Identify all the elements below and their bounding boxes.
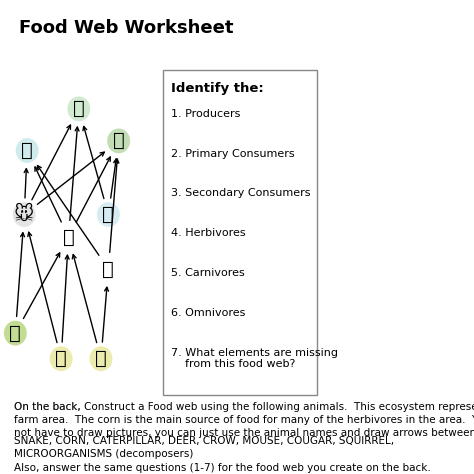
Text: 7. What elements are missing
    from this food web?: 7. What elements are missing from this f… [171, 348, 338, 369]
Text: Also, answer the same questions (1-7) for the food web you create on the back.: Also, answer the same questions (1-7) fo… [14, 463, 431, 473]
Text: 5. Carnivores: 5. Carnivores [171, 268, 245, 278]
Text: On the back, Construct a Food web using the following animals.  This ecosystem r: On the back, Construct a Food web using … [14, 402, 474, 438]
Text: 🍒: 🍒 [95, 349, 107, 368]
Text: 4. Herbivores: 4. Herbivores [171, 228, 246, 238]
Text: Identify the:: Identify the: [171, 82, 264, 95]
Ellipse shape [16, 138, 39, 163]
Text: 3. Secondary Consumers: 3. Secondary Consumers [171, 189, 311, 199]
Ellipse shape [107, 128, 130, 153]
Text: 🌾: 🌾 [55, 349, 67, 368]
Ellipse shape [50, 346, 73, 371]
Text: 🐿: 🐿 [102, 260, 114, 279]
Text: 1. Producers: 1. Producers [171, 109, 241, 119]
Text: On the back,  Construct a Food web  using the following animals.  This ecosystem: On the back,  Construct a Food web  usin… [14, 402, 474, 435]
Ellipse shape [4, 321, 27, 346]
Text: 🐭: 🐭 [14, 205, 35, 224]
Text: 🐍: 🐍 [113, 131, 125, 150]
Ellipse shape [13, 202, 36, 227]
Text: 🦊: 🦊 [21, 141, 33, 160]
Text: 2. Primary Consumers: 2. Primary Consumers [171, 149, 295, 159]
Ellipse shape [67, 97, 91, 121]
Text: 🦉: 🦉 [73, 100, 85, 118]
Ellipse shape [90, 346, 112, 371]
Text: Food Web Worksheet: Food Web Worksheet [19, 18, 233, 36]
Bar [163, 71, 317, 395]
Text: SNAKE, CORN, CATERPILLAR, DEER, CROW, MOUSE, COUGAR, SQUIRREL,
MICROORGANISMS (d: SNAKE, CORN, CATERPILLAR, DEER, CROW, MO… [14, 436, 394, 459]
Ellipse shape [97, 202, 120, 227]
Text: 🐸: 🐸 [63, 228, 74, 246]
Text: On the back,: On the back, [14, 402, 84, 412]
Text: 6. Omnivores: 6. Omnivores [171, 308, 246, 318]
Text: 🌿: 🌿 [9, 324, 21, 343]
Text: 🐇: 🐇 [102, 205, 114, 224]
